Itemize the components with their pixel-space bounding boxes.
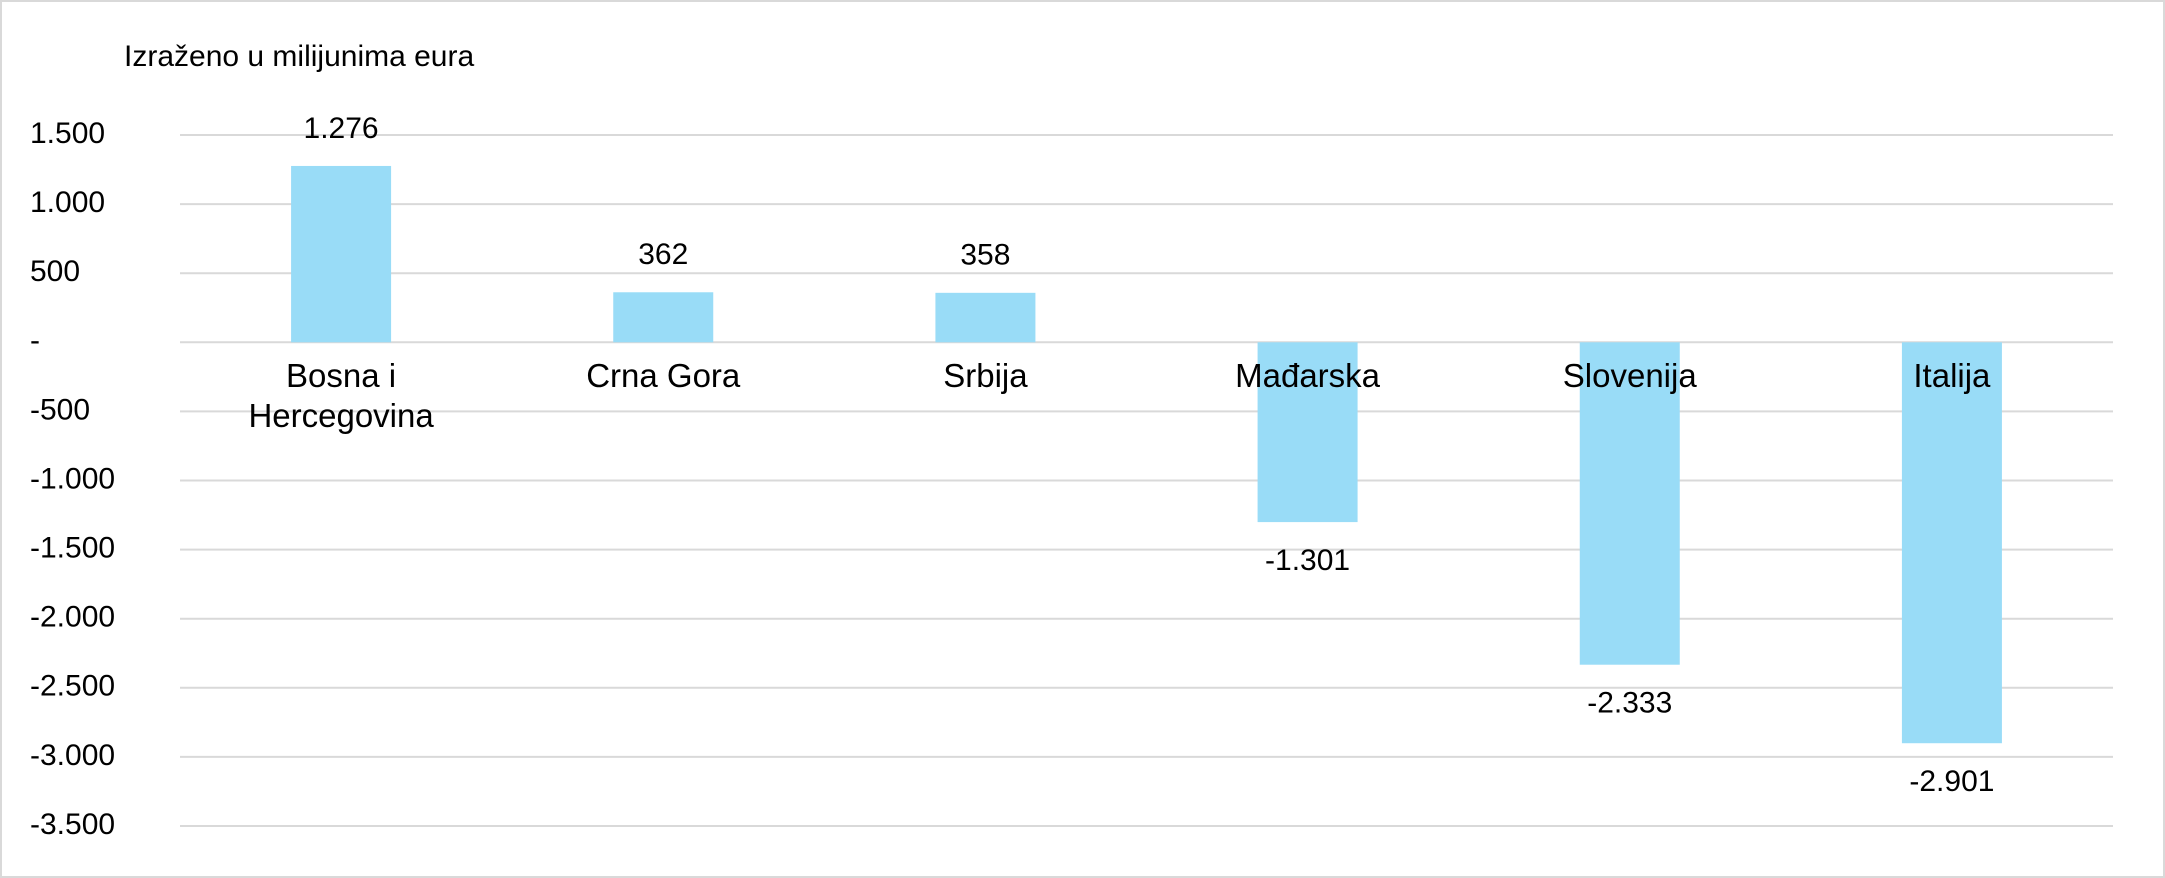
bar xyxy=(1257,342,1358,523)
y-tick-label: -2.000 xyxy=(30,601,115,634)
y-tick-label: -3.000 xyxy=(30,739,115,772)
data-label: 358 xyxy=(960,239,1010,272)
x-tick-label: Italija xyxy=(1913,357,1991,395)
x-tick-label: Srbija xyxy=(943,357,1028,395)
data-label: -2.333 xyxy=(1587,687,1672,720)
y-tick-label: -500 xyxy=(30,393,90,426)
y-tick-label: 1.000 xyxy=(30,186,105,219)
y-tick-label: -2.500 xyxy=(30,670,115,703)
y-tick-label: -1.000 xyxy=(30,462,115,495)
bar xyxy=(291,165,392,343)
y-tick-label: 1.500 xyxy=(30,117,105,150)
y-tick-label: -3.500 xyxy=(30,808,115,841)
bar xyxy=(1579,342,1680,665)
y-tick-label: -1.500 xyxy=(30,532,115,565)
x-tick-label: Slovenija xyxy=(1562,357,1697,395)
data-label: 1.276 xyxy=(304,112,379,145)
data-label: 362 xyxy=(638,238,688,271)
data-label: -1.301 xyxy=(1265,544,1350,577)
chart-title: Izraženo u milijunima eura xyxy=(124,40,474,73)
x-tick-label: Bosna i Hercegovina xyxy=(248,357,434,435)
y-tick-label: 500 xyxy=(30,255,80,288)
data-label: -2.901 xyxy=(1909,765,1994,798)
bar xyxy=(613,292,714,343)
x-tick-label: Crna Gora xyxy=(586,357,741,395)
y-tick-label: - xyxy=(30,324,40,357)
bar xyxy=(1901,342,2002,744)
bar xyxy=(935,292,1036,343)
x-tick-label: Mađarska xyxy=(1235,357,1381,395)
